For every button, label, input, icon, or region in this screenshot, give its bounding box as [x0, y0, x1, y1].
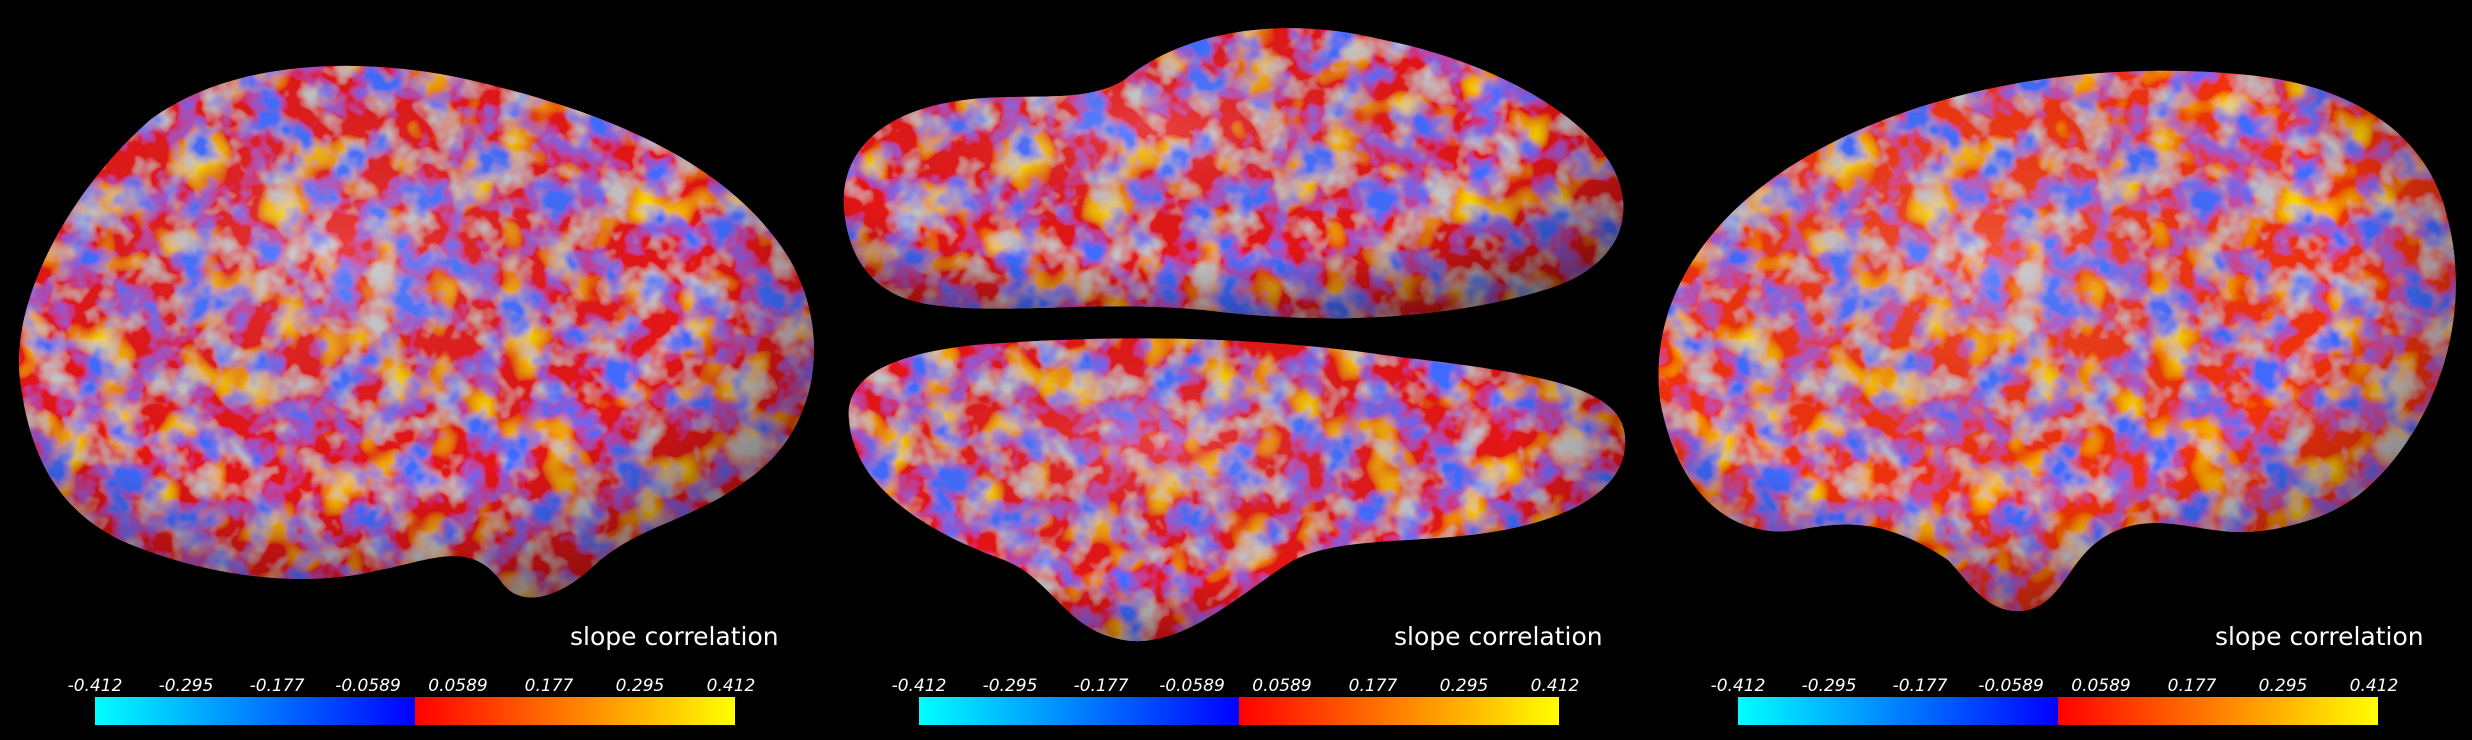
colorbar-positive: [2058, 697, 2378, 725]
tick-label: -0.412: [1710, 676, 1766, 696]
tick-label: 0.177: [1348, 676, 1398, 696]
tick-label: -0.0589: [1159, 676, 1225, 696]
tick-label: 0.412: [2349, 676, 2399, 696]
tick-label: 0.295: [615, 676, 665, 696]
panel-ventral-dorsal: slope correlation -0.412 -0.295 -0.177 -…: [824, 0, 1648, 740]
colorbar-positive: [415, 697, 735, 725]
tick-label: -0.0589: [335, 676, 401, 696]
tick-label: 0.295: [1439, 676, 1489, 696]
colorbar-negative: [1738, 697, 2058, 725]
colorbar-title: slope correlation: [1394, 622, 1603, 651]
tick-label: 0.412: [1530, 676, 1580, 696]
brain-surface-medial: [1658, 70, 2456, 612]
tick-label: -0.412: [67, 676, 123, 696]
colorbar: [919, 697, 1559, 725]
tick-label: -0.177: [1892, 676, 1948, 696]
colorbar-ticks: -0.412 -0.295 -0.177 -0.0589 0.0589 0.17…: [1711, 676, 2399, 702]
brain-surface-ventral-dorsal: [843, 28, 1626, 642]
tick-label: 0.412: [706, 676, 756, 696]
brain-surface-lateral: [18, 65, 815, 598]
panel-lateral: slope correlation -0.412 -0.295 -0.177 -…: [0, 0, 824, 740]
colorbar-ticks: -0.412 -0.295 -0.177 -0.0589 0.0589 0.17…: [68, 676, 756, 702]
colorbar: [95, 697, 735, 725]
tick-label: -0.177: [249, 676, 305, 696]
tick-label: 0.0589: [1252, 676, 1312, 696]
colorbar-negative: [95, 697, 415, 725]
tick-label: 0.177: [2167, 676, 2217, 696]
colorbar-negative: [919, 697, 1239, 725]
colorbar-positive: [1239, 697, 1559, 725]
tick-label: -0.177: [1073, 676, 1129, 696]
colorbar-ticks: -0.412 -0.295 -0.177 -0.0589 0.0589 0.17…: [892, 676, 1580, 702]
tick-label: -0.295: [1801, 676, 1857, 696]
panel-medial: slope correlation -0.412 -0.295 -0.177 -…: [1648, 0, 2472, 740]
colorbar-title: slope correlation: [2215, 622, 2424, 651]
tick-label: -0.295: [158, 676, 214, 696]
tick-label: -0.412: [891, 676, 947, 696]
tick-label: -0.295: [982, 676, 1038, 696]
tick-label: 0.0589: [2071, 676, 2131, 696]
tick-label: 0.295: [2258, 676, 2308, 696]
tick-label: 0.0589: [428, 676, 488, 696]
tick-label: 0.177: [524, 676, 574, 696]
colorbar-title: slope correlation: [570, 622, 779, 651]
colorbar: [1738, 697, 2378, 725]
tick-label: -0.0589: [1978, 676, 2044, 696]
